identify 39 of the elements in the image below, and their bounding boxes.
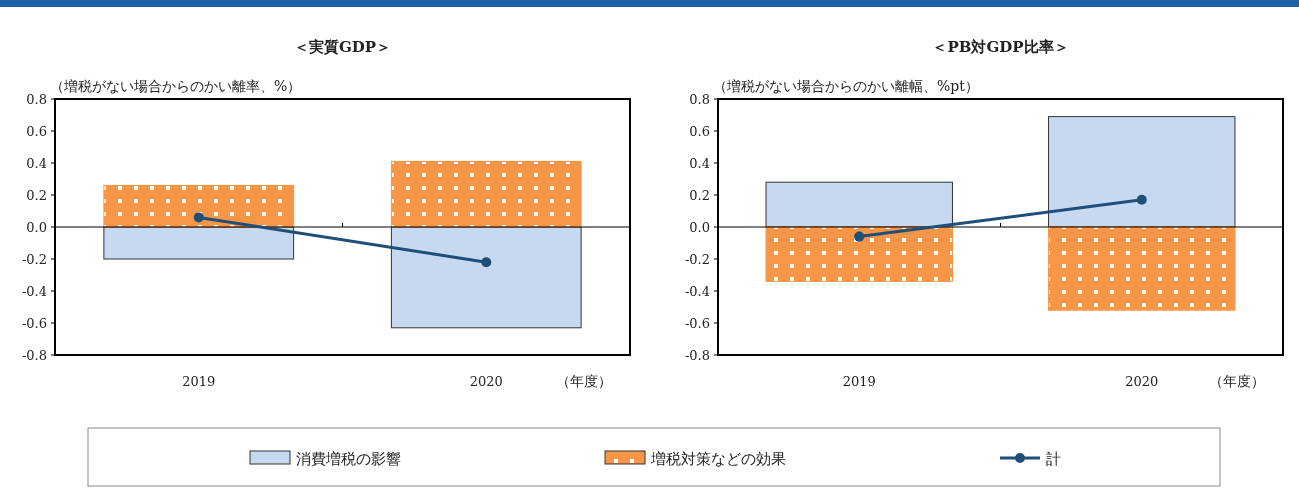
y-tick-label: 0.6 [689, 124, 710, 139]
y-tick-label: -0.2 [684, 252, 710, 267]
y-axis-title: （増税がない場合からのかい離率、%） [50, 78, 302, 94]
y-tick-label: -0.4 [21, 284, 47, 299]
chart-title: ＜実質GDP＞ [293, 38, 392, 56]
bar [103, 226, 295, 260]
y-tick-label: -0.2 [21, 252, 47, 267]
legend-label: 計 [1046, 450, 1061, 468]
x-tick-label: 2019 [842, 374, 876, 389]
x-tick-label: 2020 [1125, 374, 1159, 389]
x-axis-title: （年度） [1209, 373, 1265, 389]
y-tick-label: 0.6 [26, 124, 47, 139]
y-tick-label: -0.8 [21, 348, 47, 363]
y-tick-label: -0.6 [684, 316, 710, 331]
chart-title: ＜PB対GDP比率＞ [932, 38, 1069, 56]
y-tick-label: -0.4 [684, 284, 710, 299]
x-tick-label: 2020 [469, 374, 503, 389]
x-axis-title: （年度） [556, 373, 612, 389]
y-axis-title: （増税がない場合からのかい離幅、%pt） [713, 78, 979, 94]
legend-label: 増税対策などの効果 [650, 450, 786, 468]
y-tick-label: 0.0 [26, 220, 47, 235]
legend-label: 消費増税の影響 [296, 450, 401, 468]
x-tick-label: 2019 [182, 374, 216, 389]
y-tick-label: 0.8 [689, 92, 710, 107]
y-tick-label: 0.4 [689, 156, 710, 171]
y-tick-label: 0.8 [26, 92, 47, 107]
y-tick-label: 0.4 [26, 156, 47, 171]
bar [390, 160, 582, 228]
bar [103, 184, 295, 228]
y-tick-label: -0.8 [684, 348, 710, 363]
y-tick-label: -0.6 [21, 316, 47, 331]
bar [765, 181, 953, 228]
y-tick-label: 0.2 [26, 188, 47, 203]
bar [765, 226, 953, 282]
bar [1048, 226, 1236, 311]
y-tick-label: 0.2 [689, 188, 710, 203]
y-tick-label: 0.0 [689, 220, 710, 235]
bar [1048, 116, 1236, 228]
bar [390, 226, 582, 329]
